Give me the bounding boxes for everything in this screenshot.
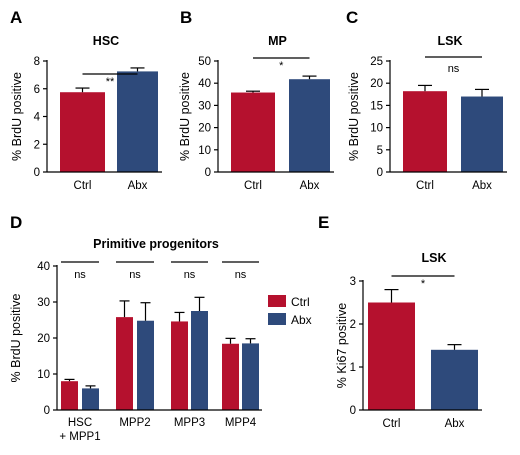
chart-title: HSC xyxy=(93,34,119,48)
bar-abx xyxy=(117,71,158,172)
chart-title: Primitive progenitors xyxy=(93,237,219,251)
bar-ctrl xyxy=(171,321,188,410)
significance-label: * xyxy=(279,60,284,72)
legend: Ctrl Abx xyxy=(268,295,312,327)
y-tick-label: 20 xyxy=(37,333,50,345)
legend-swatch-ctrl xyxy=(268,295,286,307)
significance-label: ** xyxy=(106,76,115,88)
y-tick-label: 15 xyxy=(370,100,383,112)
legend-label: Ctrl xyxy=(291,295,310,309)
x-tick-label: Ctrl xyxy=(416,180,434,192)
panel-letter: B xyxy=(180,8,192,27)
panel-e: E LSK 0 1 2 3 % Ki67 positive Ctrl Abx * xyxy=(318,213,482,430)
y-tick-label: 8 xyxy=(34,56,40,68)
x-tick-label: HSC + MPP1 xyxy=(59,417,100,443)
panel-a: A HSC 0 2 4 6 8 % BrdU positive Ctrl Abx ** xyxy=(10,8,162,192)
panel-letter: A xyxy=(10,8,22,27)
panel-c: C LSK 0 5 10 15 20 25 % BrdU positive Ctrl Abx ns xyxy=(346,8,507,192)
x-tick-label: Abx xyxy=(128,180,148,192)
chart-title: LSK xyxy=(422,251,447,265)
y-tick-label: 3 xyxy=(350,276,356,288)
legend-label: Abx xyxy=(291,313,312,327)
y-tick-label: 25 xyxy=(370,56,383,68)
x-tick-label: Ctrl xyxy=(74,180,92,192)
chart-title: MP xyxy=(268,34,287,48)
x-tick-label: MPP2 xyxy=(119,417,150,429)
bar-ctrl xyxy=(61,381,78,410)
x-tick-label: MPP3 xyxy=(174,417,205,429)
bar-abx xyxy=(191,311,208,410)
panel-letter: D xyxy=(10,213,22,232)
y-tick-label: 5 xyxy=(377,145,383,157)
x-tick-label: Abx xyxy=(472,180,492,192)
panel-d: D Primitive progenitors 0 10 20 30 40 % BrdU po… xyxy=(9,213,312,443)
y-tick-label: 4 xyxy=(34,112,41,124)
legend-swatch-abx xyxy=(268,313,286,325)
y-tick-label: 1 xyxy=(350,362,356,374)
bar-abx xyxy=(137,320,154,410)
y-axis-label: % BrdU positive xyxy=(9,293,23,382)
y-tick-label: 20 xyxy=(370,78,383,90)
significance-label: ns xyxy=(74,269,86,281)
y-tick-label: 0 xyxy=(34,167,40,179)
bar-ctrl xyxy=(231,92,275,172)
y-tick-label: 0 xyxy=(205,167,211,179)
bar-ctrl xyxy=(116,317,133,410)
bar-ctrl xyxy=(60,92,105,172)
y-tick-label: 2 xyxy=(350,319,356,331)
bar-abx xyxy=(82,388,99,410)
y-tick-label: 10 xyxy=(198,145,211,157)
significance-label: ns xyxy=(129,269,141,281)
bar-abx xyxy=(461,96,503,172)
x-tick-label: Ctrl xyxy=(383,418,401,430)
y-tick-label: 6 xyxy=(34,84,40,96)
y-axis-label: % Ki67 positive xyxy=(335,303,349,389)
x-tick-label: MPP4 xyxy=(225,417,257,429)
significance-label: ns xyxy=(184,269,196,281)
y-tick-label: 10 xyxy=(37,369,50,381)
y-tick-label: 0 xyxy=(377,167,383,179)
significance-label: * xyxy=(421,278,426,290)
panel-letter: C xyxy=(346,8,358,27)
panel-b: B MP 0 10 20 30 40 50 % BrdU positive Ctrl Abx * xyxy=(178,8,334,192)
x-tick-label: Ctrl xyxy=(244,180,262,192)
chart-title: LSK xyxy=(438,34,463,48)
y-tick-label: 30 xyxy=(37,297,50,309)
bar-ctrl xyxy=(403,91,447,172)
significance-label: ns xyxy=(448,63,460,75)
y-tick-label: 10 xyxy=(370,123,383,135)
y-axis-label: % BrdU positive xyxy=(10,72,24,161)
y-tick-label: 40 xyxy=(37,261,50,273)
panel-letter: E xyxy=(318,213,329,232)
y-tick-label: 30 xyxy=(198,100,211,112)
bar-abx xyxy=(242,343,259,410)
y-axis-label: % BrdU positive xyxy=(347,72,361,161)
bar-abx xyxy=(431,349,478,410)
x-tick-label: Abx xyxy=(300,180,320,192)
significance-label: ns xyxy=(235,269,247,281)
x-tick-label: Abx xyxy=(445,418,465,430)
y-tick-label: 40 xyxy=(198,78,211,90)
y-tick-label: 0 xyxy=(350,405,356,417)
y-axis-label: % BrdU positive xyxy=(178,72,192,161)
bar-abx xyxy=(289,79,330,172)
bar-ctrl xyxy=(222,343,239,410)
bar-ctrl xyxy=(368,302,415,410)
y-tick-label: 50 xyxy=(198,56,211,68)
y-tick-label: 0 xyxy=(44,405,50,417)
y-tick-label: 20 xyxy=(198,123,211,135)
y-tick-label: 2 xyxy=(34,139,40,151)
